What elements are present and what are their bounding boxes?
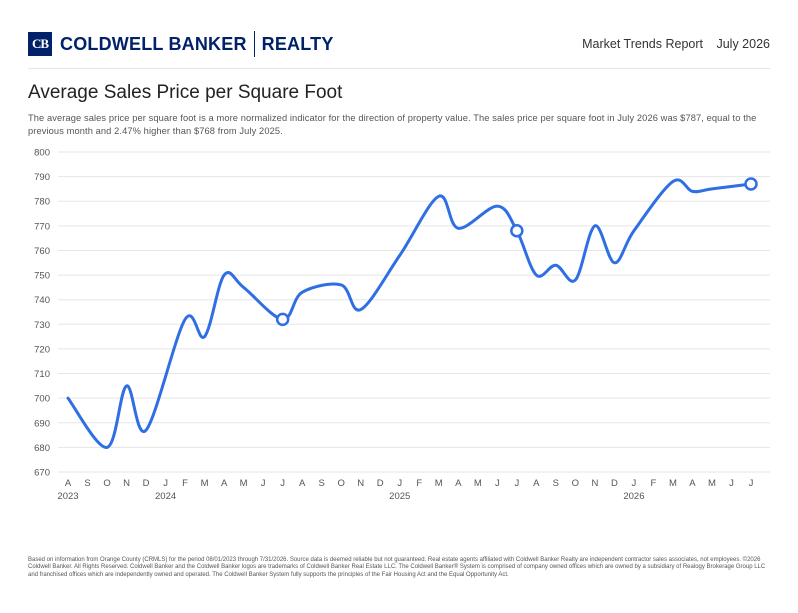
x-tick-label: M (669, 478, 677, 489)
x-tick-label: A (455, 478, 462, 489)
x-tick-label: M (435, 478, 443, 489)
x-tick-label: M (474, 478, 482, 489)
y-tick-label: 710 (34, 369, 50, 380)
x-tick-label: J (261, 478, 266, 489)
brand-name: COLDWELL BANKER (60, 33, 247, 54)
x-tick-label: A (533, 478, 540, 489)
y-tick-label: 680 (34, 443, 50, 454)
brand-logo[interactable]: CB COLDWELL BANKER REALTY (28, 30, 334, 58)
x-tick-label: D (611, 478, 618, 489)
y-tick-label: 720 (34, 344, 50, 355)
highlight-point (744, 177, 758, 191)
header: CB COLDWELL BANKER REALTY Market Trends … (28, 30, 770, 60)
x-tick-label: S (84, 478, 90, 489)
y-tick-label: 670 (34, 468, 50, 479)
series-line (66, 178, 753, 449)
x-tick-label: N (123, 478, 130, 489)
x-tick-label: J (397, 478, 402, 489)
report-info: Market Trends Report July 2026 (572, 37, 770, 51)
x-tick-label: J (632, 478, 637, 489)
y-tick-label: 770 (34, 221, 50, 232)
x-tick-label: S (553, 478, 559, 489)
x-tick-label: J (280, 478, 285, 489)
x-tick-label: N (357, 478, 364, 489)
y-tick-label: 750 (34, 271, 50, 282)
y-tick-label: 740 (34, 295, 50, 306)
y-tick-label: 800 (34, 148, 50, 159)
y-tick-label: 730 (34, 320, 50, 331)
x-tick-label: M (708, 478, 716, 489)
x-tick-label: J (729, 478, 734, 489)
x-tick-label: A (221, 478, 228, 489)
highlight-point (275, 312, 290, 327)
x-tick-label: A (689, 478, 696, 489)
highlight-point (510, 224, 524, 238)
x-year-label: 2026 (623, 491, 644, 502)
x-tick-label: F (651, 478, 657, 489)
y-tick-label: 790 (34, 172, 50, 183)
x-tick-label: J (749, 478, 754, 489)
y-tick-label: 780 (34, 197, 50, 208)
footer-disclaimer: Based on information from Orange County … (28, 557, 766, 578)
x-tick-label: J (495, 478, 500, 489)
brand-division: REALTY (261, 33, 334, 54)
x-tick-label: O (572, 478, 579, 489)
x-tick-label: D (377, 478, 384, 489)
x-tick-label: O (103, 478, 110, 489)
x-year-label: 2025 (389, 491, 410, 502)
line-chart: 670 680 690 700 710 720 730 740 750 760 770 780 790 8… (34, 148, 770, 502)
x-tick-label: A (65, 478, 72, 489)
x-tick-label: F (416, 478, 422, 489)
x-tick-label: S (319, 478, 325, 489)
x-tick-label: A (299, 478, 306, 489)
x-tick-label: J (163, 478, 168, 489)
x-tick-label: M (201, 478, 209, 489)
x-year-label: 2024 (155, 491, 176, 502)
cb-logo-icon: CB (28, 32, 52, 56)
y-tick-label: 760 (34, 246, 50, 257)
page-title: Average Sales Price per Square Foot (28, 82, 343, 103)
x-tick-label: N (591, 478, 598, 489)
x-tick-label: O (338, 478, 345, 489)
y-tick-label: 700 (34, 394, 50, 405)
brand-divider (253, 31, 255, 57)
x-tick-label: J (514, 478, 519, 489)
y-tick-label: 690 (34, 418, 50, 429)
report-label: Market Trends Report (582, 37, 703, 51)
x-tick-label: F (182, 478, 188, 489)
x-year-label: 2023 (57, 491, 78, 502)
x-tick-label: M (240, 478, 248, 489)
x-tick-label: D (143, 478, 150, 489)
report-period: July 2026 (716, 37, 770, 51)
description: The average sales price per square foot … (28, 113, 757, 136)
header-divider (28, 68, 770, 69)
